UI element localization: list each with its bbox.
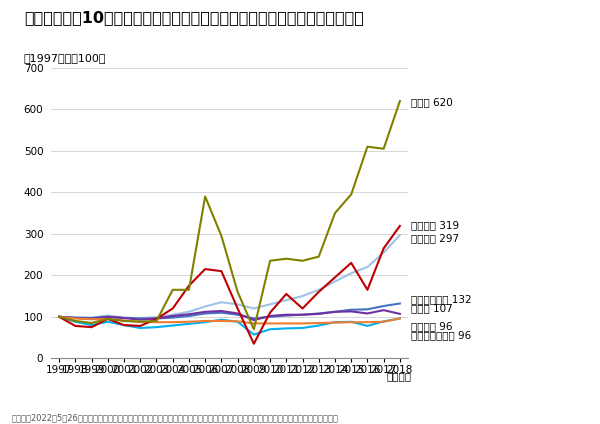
Text: 平均従業員給与 96: 平均従業員給与 96 [411, 330, 471, 340]
Text: 配当金 620: 配当金 620 [411, 97, 453, 107]
Text: 経常利益 319: 経常利益 319 [411, 220, 459, 230]
Text: 内部留保 297: 内部留保 297 [411, 233, 459, 243]
Text: （日付：2022年5月26日／出典：財務省「法人企業統計」を基に江田憲司事務所にて作成／使用者：江田憲司／作成者：江田憲司事務所）: （日付：2022年5月26日／出典：財務省「法人企業統計」を基に江田憲司事務所に… [12, 413, 339, 422]
Text: （年度）: （年度） [386, 371, 411, 381]
Text: 設備投資 96: 設備投資 96 [411, 321, 452, 331]
Text: 日本の資本金10億円以上の企業の売上高、給与、配当金、設備投資等の推移: 日本の資本金10億円以上の企業の売上高、給与、配当金、設備投資等の推移 [24, 11, 364, 25]
Text: （1997年度＝100）: （1997年度＝100） [24, 53, 107, 63]
Text: 平均役員給与 132: 平均役員給与 132 [411, 294, 472, 304]
Text: 売上高 107: 売上高 107 [411, 304, 453, 313]
